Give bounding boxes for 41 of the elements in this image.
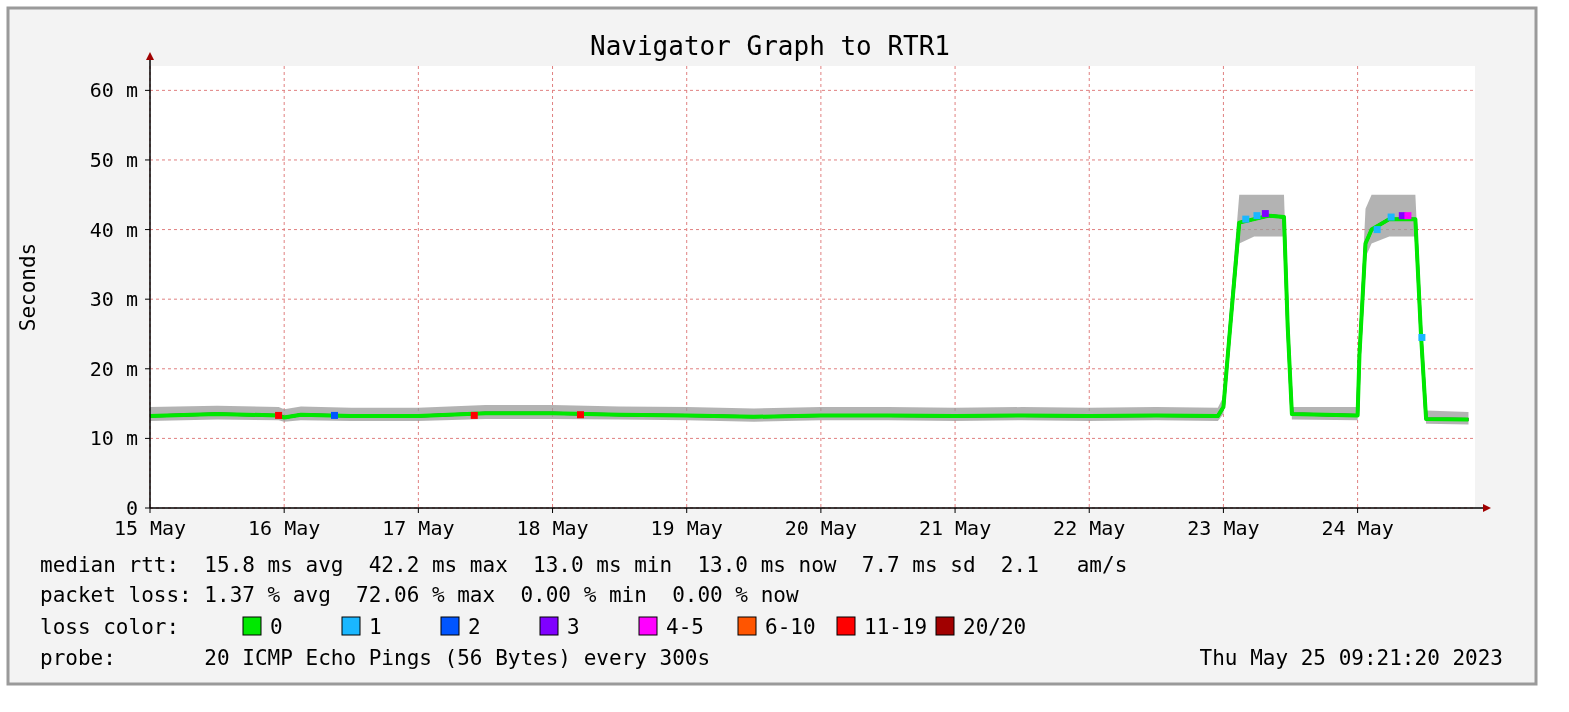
x-tick-label: 24 May: [1321, 516, 1394, 540]
x-tick-label: 19 May: [650, 516, 723, 540]
y-tick-label: 10 m: [89, 426, 138, 451]
point: [1253, 212, 1261, 220]
y-tick-label: 40 m: [89, 217, 138, 242]
x-tick-label: 21 May: [918, 516, 992, 540]
legend-label: 2: [468, 615, 481, 639]
x-tick-label: 22 May: [1053, 516, 1126, 540]
point: [1387, 213, 1395, 221]
x-tick-label: 17 May: [382, 516, 455, 540]
point: [1242, 215, 1250, 223]
point: [275, 411, 283, 419]
text: packet loss: 1.37 % avg 72.06 % max 0.00 % min 0.00 % now: [40, 583, 799, 607]
x-tick-label: 20 May: [784, 516, 858, 540]
point: [1373, 226, 1381, 234]
point: [1418, 333, 1426, 341]
legend-label: 4-5: [666, 615, 704, 639]
y-tick-label: 20 m: [89, 356, 138, 381]
legend-title: loss color:: [40, 615, 180, 639]
chart-title: Navigator Graph to RTR1: [589, 31, 951, 61]
y-tick-label: 60 m: [89, 78, 138, 103]
text: probe: 20 ICMP Echo Pings (56 Bytes) every 300s: [40, 646, 711, 670]
x-tick-label: 18 May: [516, 516, 589, 540]
legend-label: 0: [270, 615, 283, 639]
point: [576, 411, 584, 419]
point: [1404, 212, 1412, 220]
legend-label: 6-10: [765, 615, 816, 639]
text: Thu May 25 09:21:20 2023: [1199, 646, 1503, 670]
y-tick-label: 50 m: [89, 147, 138, 172]
y-axis-title: Seconds: [16, 242, 40, 332]
point: [1261, 210, 1269, 218]
legend-label: 3: [567, 615, 580, 639]
legend-label: 20/20: [963, 615, 1027, 639]
x-tick-label: 23 May: [1187, 516, 1260, 540]
legend-label: 1: [369, 615, 382, 639]
point: [330, 411, 338, 419]
y-tick-label: 30 m: [89, 287, 138, 312]
text: median rtt: 15.8 ms avg 42.2 ms max 13.0 ms min 13.0 ms now 7.7 ms sd 2.1 am/s: [40, 553, 1128, 577]
x-tick-label: 16 May: [248, 516, 321, 540]
point: [470, 411, 478, 419]
legend-label: 11-19: [864, 615, 928, 639]
